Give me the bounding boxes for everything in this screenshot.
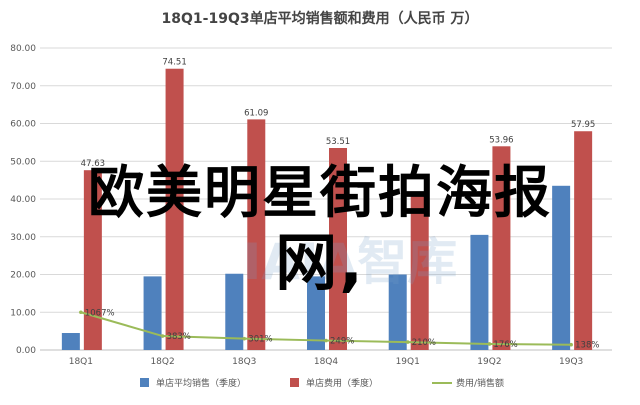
bar-value-label: 61.09 <box>244 108 268 118</box>
bar-value-label: 74.51 <box>162 58 186 68</box>
bars <box>61 68 593 351</box>
x-tick-label: 19Q1 <box>396 357 420 367</box>
y-tick-label: 30.00 <box>10 233 36 243</box>
legend-label: 单店费用（季度） <box>306 377 378 389</box>
ratio-point <box>79 310 83 315</box>
ratio-point <box>569 342 573 347</box>
ratio-line <box>79 310 573 347</box>
bar <box>552 185 571 350</box>
x-axis-ticks: 18Q1 18Q2 18Q3 18Q4 19Q1 19Q2 19Q3 <box>69 357 584 367</box>
bar-value-label: 57.95 <box>571 120 595 130</box>
ratio-point <box>324 338 328 343</box>
ratio-point <box>160 334 165 338</box>
bar <box>61 333 80 350</box>
bar <box>165 68 184 351</box>
data-labels: 47.63 74.51 61.09 53.51 53.96 57.95 1067% 383% 3… <box>81 58 600 351</box>
bar <box>307 276 325 350</box>
bar <box>410 191 429 350</box>
grid <box>40 47 612 351</box>
ratio-label: 301% <box>248 335 272 345</box>
y-tick-label: 10.00 <box>10 308 36 318</box>
legend-label: 费用/销售额 <box>456 377 504 389</box>
y-tick-label: 40.00 <box>10 195 36 205</box>
ratio-label: 210% <box>412 338 436 348</box>
bar <box>247 119 266 350</box>
y-tick-label: 20.00 <box>10 271 36 281</box>
x-tick-label: 19Q2 <box>477 357 501 367</box>
bar <box>225 273 244 350</box>
x-tick-label: 18Q2 <box>150 357 174 367</box>
bar <box>83 170 102 350</box>
chart-title: 18Q1-19Q3单店平均销售额和费用（人民币 万） <box>162 10 479 27</box>
ratio-label: 1067% <box>85 308 115 318</box>
watermark: IAIA智库 <box>242 233 458 291</box>
bar <box>388 274 407 350</box>
y-tick-label: 70.00 <box>10 82 36 92</box>
ratio-label: 249% <box>330 337 354 347</box>
overlay-subtitle: 网, <box>275 226 365 299</box>
ratio-point <box>405 340 410 344</box>
bar <box>574 131 593 350</box>
bar-value-label: 47.63 <box>81 159 105 169</box>
ratio-point <box>487 342 492 346</box>
ratio-label: 383% <box>167 332 191 342</box>
y-tick-label: 60.00 <box>10 120 36 130</box>
legend-label: 单店平均销售（季度） <box>156 377 246 389</box>
ratio-label: 138% <box>575 341 599 351</box>
legend: 单店平均销售（季度） 单店费用（季度） 费用/销售额 <box>140 377 504 389</box>
x-tick-label: 18Q3 <box>232 357 256 367</box>
y-tick-label: 50.00 <box>10 157 36 167</box>
x-tick-label: 18Q1 <box>69 357 93 367</box>
ratio-point <box>242 336 247 341</box>
ratio-label: 176% <box>493 340 517 350</box>
bar <box>470 234 489 350</box>
y-tick-label: 0.00 <box>16 346 36 356</box>
bar <box>492 146 511 350</box>
bar <box>329 147 347 350</box>
x-tick-label: 18Q4 <box>314 357 339 367</box>
legend-swatch <box>140 378 149 387</box>
legend-swatch <box>290 378 299 387</box>
y-axis-ticks: 0.00 10.00 20.00 30.00 40.00 50.00 60.00 70.00 8… <box>10 44 36 356</box>
y-tick-label: 80.00 <box>10 44 36 54</box>
overlay-title: 欧美明星街拍海报 <box>88 161 552 226</box>
bar-value-label: 53.51 <box>326 137 350 147</box>
bar-value-label: 53.96 <box>489 135 513 145</box>
x-tick-label: 19Q3 <box>559 357 583 367</box>
